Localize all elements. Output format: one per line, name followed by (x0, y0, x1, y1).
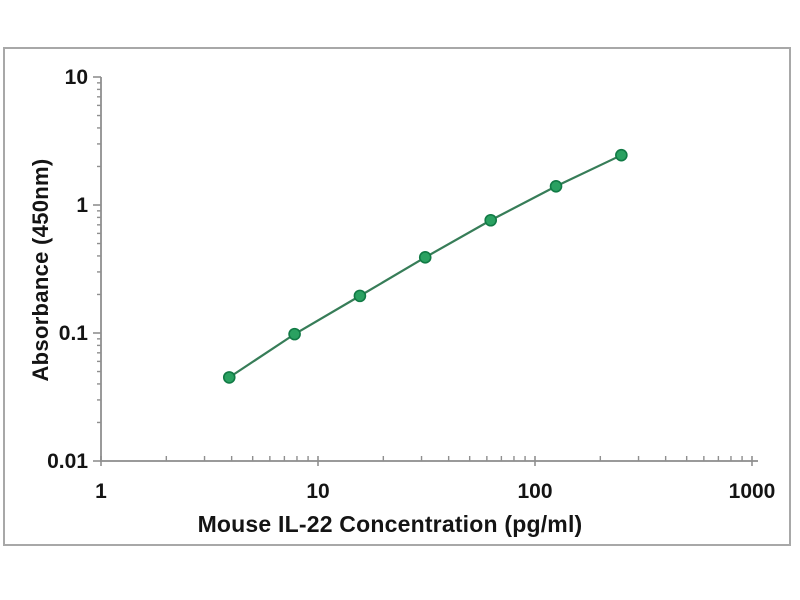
data-point-marker (615, 148, 628, 162)
x-tick-label: 10 (306, 480, 329, 503)
x-tick-label: 100 (517, 480, 552, 503)
y-axis-title: Absorbance (450nm) (28, 158, 53, 382)
y-tick-label: 0.01 (47, 450, 88, 473)
x-tick-label: 1000 (729, 480, 776, 503)
series-line (228, 154, 623, 379)
x-tick-label: 1 (95, 480, 107, 503)
chart-frame-border (3, 47, 791, 546)
data-point-marker (484, 213, 498, 227)
data-point-marker (288, 327, 301, 341)
y-tick-label: 0.1 (59, 322, 89, 345)
y-tick-label: 1 (76, 194, 88, 217)
x-axis-title: Mouse IL-22 Concentration (pg/ml) (197, 511, 583, 537)
data-point-marker (549, 179, 563, 193)
data-point-marker (418, 251, 432, 264)
data-point-marker (353, 289, 367, 303)
data-point-marker (222, 371, 236, 384)
y-tick-label: 10 (65, 66, 88, 89)
